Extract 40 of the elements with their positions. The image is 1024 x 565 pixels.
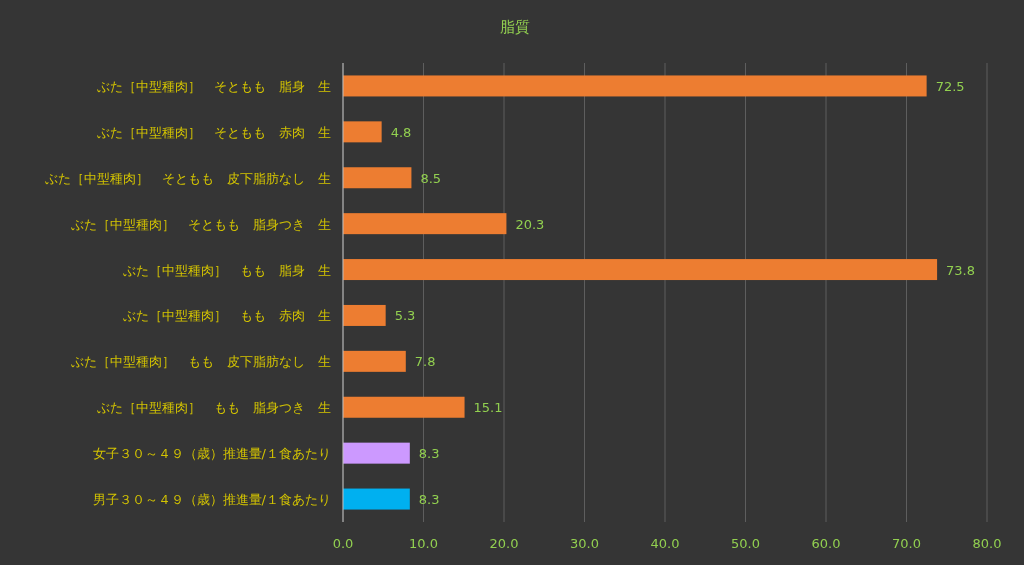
x-tick-label: 20.0 [489, 536, 519, 551]
x-tick-label: 10.0 [409, 536, 438, 551]
data-label: 8.3 [418, 492, 440, 508]
chart-title: 脂質 [500, 18, 530, 36]
data-label: 4.8 [390, 124, 412, 140]
y-tick-label: ぶた［中型種肉］ もも 脂身つき 生 [97, 400, 331, 416]
x-tick-label: 80.0 [972, 536, 1002, 551]
y-tick-label: ぶた［中型種肉］ そともも 脂身つき 生 [71, 216, 331, 232]
x-tick-label: 30.0 [570, 536, 599, 551]
data-label: 5.3 [394, 308, 416, 324]
data-label: 72.5 [935, 78, 965, 94]
bar [343, 350, 406, 372]
bar [343, 121, 382, 143]
bar [343, 396, 465, 418]
y-tick-label: ぶた［中型種肉］ もも 赤肉 生 [123, 308, 331, 324]
data-label: 7.8 [414, 354, 436, 370]
y-tick-label: ぶた［中型種肉］ そともも 赤肉 生 [97, 124, 331, 140]
data-label: 73.8 [946, 262, 976, 278]
data-label: 20.3 [515, 216, 545, 232]
data-label: 8.3 [418, 446, 440, 462]
bar [343, 442, 410, 464]
x-tick-label: 70.0 [892, 536, 921, 551]
y-tick-label: ぶた［中型種肉］ そともも 脂身 生 [97, 78, 331, 94]
data-label: 15.1 [473, 400, 503, 416]
y-tick-label: 女子３０～４９（歳）推進量/１食あたり [92, 446, 331, 462]
y-tick-label: ぶた［中型種肉］ そともも 皮下脂肪なし 生 [45, 170, 331, 186]
x-tick-label: 0.0 [332, 536, 354, 551]
y-tick-label: ぶた［中型種肉］ もも 脂身 生 [123, 262, 331, 278]
bar [343, 75, 927, 97]
y-tick-label: ぶた［中型種肉］ もも 皮下脂肪なし 生 [71, 354, 331, 370]
data-label: 8.5 [420, 170, 442, 186]
x-tick-label: 60.0 [811, 536, 841, 551]
x-tick-label: 50.0 [731, 536, 760, 551]
x-tick-label: 40.0 [650, 536, 680, 551]
bar [343, 488, 410, 510]
bar [343, 167, 412, 189]
y-tick-label: 男子３０～４９（歳）推進量/１食あたり [92, 492, 331, 508]
bar [343, 213, 507, 235]
bar [343, 259, 938, 281]
bar [343, 304, 386, 326]
